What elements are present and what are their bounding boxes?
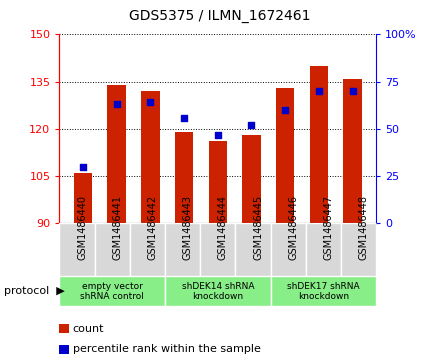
Bar	[209, 142, 227, 223]
Bar	[165, 277, 271, 306]
Text: protocol  ▶: protocol ▶	[4, 286, 65, 297]
Bar	[59, 223, 95, 276]
Bar	[165, 223, 200, 276]
Text: GSM1486447: GSM1486447	[323, 195, 334, 260]
Text: shDEK14 shRNA
knockdown: shDEK14 shRNA knockdown	[182, 282, 254, 301]
Text: shDEK17 shRNA
knockdown: shDEK17 shRNA knockdown	[287, 282, 360, 301]
Point	[315, 88, 323, 94]
Bar	[141, 91, 160, 223]
Point	[248, 122, 255, 128]
Bar	[107, 85, 126, 223]
Text: GSM1486440: GSM1486440	[77, 195, 87, 260]
Text: percentile rank within the sample: percentile rank within the sample	[73, 344, 260, 354]
Bar	[74, 173, 92, 223]
Point	[147, 99, 154, 105]
Text: GSM1486443: GSM1486443	[183, 195, 193, 260]
Text: GSM1486448: GSM1486448	[359, 195, 369, 260]
Bar	[59, 277, 165, 306]
Text: empty vector
shRNA control: empty vector shRNA control	[80, 282, 144, 301]
Point	[214, 132, 221, 138]
Bar	[271, 277, 376, 306]
Bar	[130, 223, 165, 276]
Point	[349, 88, 356, 94]
Point	[282, 107, 289, 113]
Text: count: count	[73, 323, 104, 334]
Bar	[95, 223, 130, 276]
Bar	[175, 132, 193, 223]
Text: GSM1486445: GSM1486445	[253, 195, 263, 260]
Bar	[271, 223, 306, 276]
Bar	[343, 78, 362, 223]
Point	[80, 164, 87, 170]
Bar	[310, 66, 328, 223]
Text: GDS5375 / ILMN_1672461: GDS5375 / ILMN_1672461	[129, 9, 311, 23]
Text: GSM1486442: GSM1486442	[147, 195, 158, 260]
Bar	[341, 223, 376, 276]
Bar	[235, 223, 271, 276]
Bar	[242, 135, 261, 223]
Text: GSM1486441: GSM1486441	[112, 195, 122, 260]
Bar	[200, 223, 235, 276]
Point	[180, 115, 187, 121]
Text: GSM1486444: GSM1486444	[218, 195, 228, 260]
Point	[113, 101, 120, 107]
Text: GSM1486446: GSM1486446	[288, 195, 298, 260]
Bar	[306, 223, 341, 276]
Bar	[276, 88, 294, 223]
